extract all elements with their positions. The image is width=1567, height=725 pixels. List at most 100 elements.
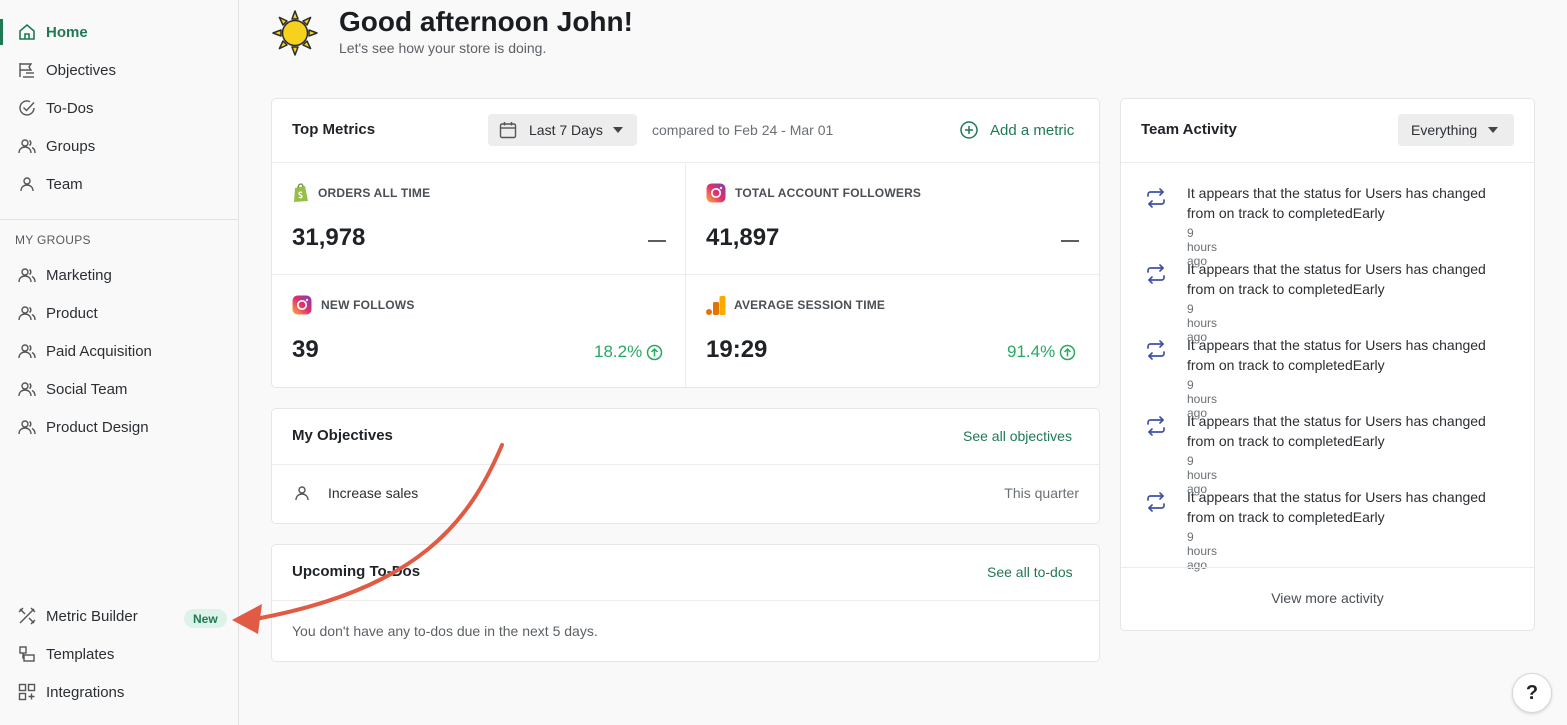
sidebar-item-templates[interactable]: Templates <box>0 637 238 671</box>
activity-text: It appears that the status for Users has… <box>1187 413 1486 449</box>
sidebar-item-product[interactable]: Product <box>0 296 238 330</box>
activity-text: It appears that the status for Users has… <box>1187 489 1486 525</box>
arrow-up-circle-icon <box>646 344 663 361</box>
refresh-icon <box>1145 263 1167 285</box>
divider <box>1121 162 1534 163</box>
no-change-dash <box>648 240 666 242</box>
metric-value: 31,978 <box>292 224 366 251</box>
team-activity-title: Team Activity <box>1141 121 1237 138</box>
instagram-icon <box>292 295 312 320</box>
compared-to-text: compared to Feb 24 - Mar 01 <box>652 122 834 138</box>
activity-time: 9 hours ago <box>1187 378 1218 420</box>
sidebar-item-label: Home <box>46 23 88 41</box>
calendar-icon <box>498 120 518 140</box>
users-icon <box>16 135 38 157</box>
sidebar-item-label: Integrations <box>46 683 125 701</box>
check-circle-icon <box>16 97 38 119</box>
activity-text: It appears that the status for Users has… <box>1187 337 1486 373</box>
sidebar-item-product-design[interactable]: Product Design <box>0 410 238 444</box>
sun-icon <box>271 9 319 57</box>
metric-value: 19:29 <box>706 336 768 363</box>
activity-text: It appears that the status for Users has… <box>1187 261 1486 297</box>
sidebar-item-objectives[interactable]: Objectives <box>0 53 238 87</box>
date-range-dropdown[interactable]: Last 7 Days <box>488 114 637 146</box>
sidebar-item-team[interactable]: Team <box>0 167 238 201</box>
top-metrics-title: Top Metrics <box>292 121 376 138</box>
sidebar-item-metric-builder[interactable]: Metric Builder <box>0 599 238 633</box>
sidebar-item-integrations[interactable]: Integrations <box>0 675 238 709</box>
objective-row[interactable]: Increase sales This quarter <box>272 465 1099 522</box>
sidebar-item-label: Team <box>46 175 83 193</box>
objectives-icon <box>16 59 38 81</box>
sidebar-item-label: Product Design <box>46 418 149 436</box>
sidebar-item-home[interactable]: Home <box>0 15 238 49</box>
metric-value: 41,897 <box>706 224 780 251</box>
see-all-objectives-link[interactable]: See all objectives <box>963 428 1072 444</box>
sidebar-item-label: Objectives <box>46 61 117 79</box>
date-range-label: Last 7 Days <box>529 122 603 138</box>
activity-filter-label: Everything <box>1411 122 1478 138</box>
add-metric-label: Add a metric <box>990 121 1075 139</box>
metric-change: 18.2% <box>594 342 663 362</box>
help-button[interactable]: ? <box>1512 673 1552 713</box>
sidebar-item-label: Metric Builder <box>46 607 138 625</box>
view-more-activity-button[interactable]: View more activity <box>1271 590 1384 606</box>
refresh-icon <box>1145 187 1167 209</box>
divider <box>685 163 686 387</box>
sidebar-item-groups[interactable]: Groups <box>0 129 238 163</box>
todos-title: Upcoming To-Dos <box>292 563 421 580</box>
chevron-down-icon <box>612 127 623 133</box>
sidebar-item-label: Paid Acquisition <box>46 342 152 360</box>
todos-empty-text: You don't have any to-dos due in the nex… <box>292 623 598 639</box>
users-icon <box>16 302 38 324</box>
sidebar-divider <box>0 219 238 220</box>
activity-filter-dropdown[interactable]: Everything <box>1398 114 1514 146</box>
chevron-down-icon <box>1488 127 1499 133</box>
metric-change-value: 18.2% <box>594 342 643 361</box>
new-badge: New <box>184 609 227 628</box>
page-subtitle: Let's see how your store is doing. <box>339 40 547 56</box>
metric-change: 91.4% <box>1007 342 1076 362</box>
grid-icon <box>16 681 38 703</box>
sidebar-item-label: To-Dos <box>46 99 94 117</box>
divider <box>272 600 1099 601</box>
sidebar-item-social-team[interactable]: Social Team <box>0 372 238 406</box>
refresh-icon <box>1145 415 1167 437</box>
metric-value: 39 <box>292 336 319 363</box>
templates-icon <box>16 643 38 665</box>
user-icon <box>292 483 312 503</box>
objectives-title: My Objectives <box>292 427 393 444</box>
team-activity-card <box>1120 98 1535 631</box>
sidebar-item-label: Marketing <box>46 266 112 284</box>
todos-card <box>271 544 1100 662</box>
sidebar-item-todos[interactable]: To-Dos <box>0 91 238 125</box>
arrow-up-circle-icon <box>1059 344 1076 361</box>
refresh-icon <box>1145 491 1167 513</box>
users-icon <box>16 264 38 286</box>
google-analytics-icon <box>706 295 726 320</box>
my-groups-heading: MY GROUPS <box>15 233 91 247</box>
activity-text: It appears that the status for Users has… <box>1187 185 1486 221</box>
home-icon <box>16 21 38 43</box>
divider <box>272 162 1099 163</box>
metric-label: AVERAGE SESSION TIME <box>734 298 886 312</box>
instagram-icon <box>706 183 726 208</box>
no-change-dash <box>1061 240 1079 242</box>
activity-time: 9 hours ago <box>1187 226 1218 268</box>
plus-circle-icon <box>959 120 979 140</box>
users-icon <box>16 416 38 438</box>
sidebar-item-paid-acquisition[interactable]: Paid Acquisition <box>0 334 238 368</box>
divider <box>272 464 1099 465</box>
activity-time: 9 hours ago <box>1187 454 1218 496</box>
sidebar-item-label: Groups <box>46 137 96 155</box>
metric-label: TOTAL ACCOUNT FOLLOWERS <box>735 186 922 200</box>
sidebar-item-marketing[interactable]: Marketing <box>0 258 238 292</box>
objective-label: Increase sales <box>328 485 419 501</box>
add-metric-button[interactable]: Add a metric <box>959 120 1074 140</box>
see-all-todos-link[interactable]: See all to-dos <box>987 564 1073 580</box>
divider <box>1121 567 1534 568</box>
sidebar: Home Objectives To-Dos Groups Team MY GR… <box>0 0 239 725</box>
activity-time: 9 hours ago <box>1187 302 1218 344</box>
user-icon <box>16 173 38 195</box>
sidebar-item-label: Templates <box>46 645 115 663</box>
